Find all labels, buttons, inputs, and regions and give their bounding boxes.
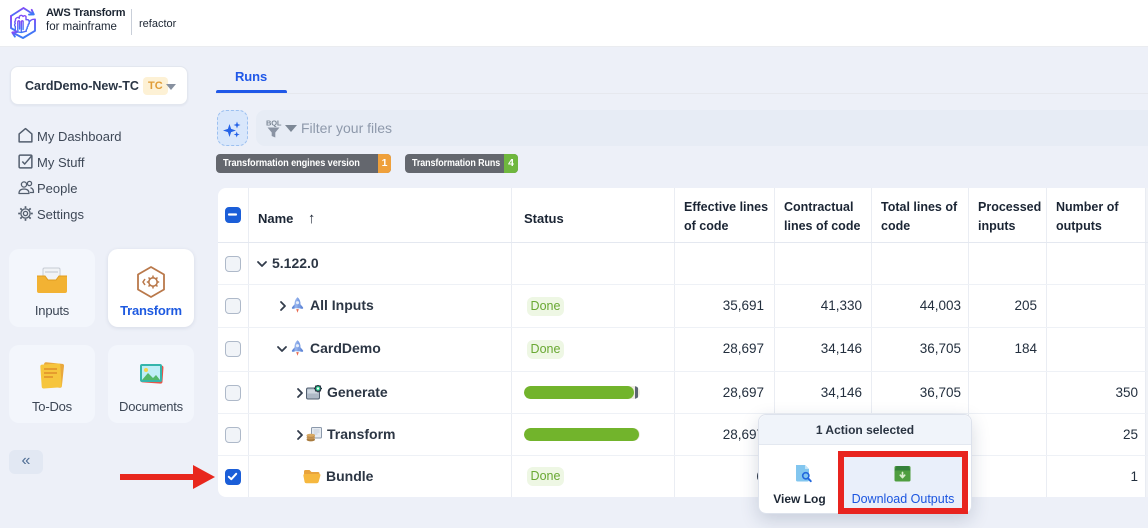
svg-text:BQL: BQL <box>266 119 282 128</box>
